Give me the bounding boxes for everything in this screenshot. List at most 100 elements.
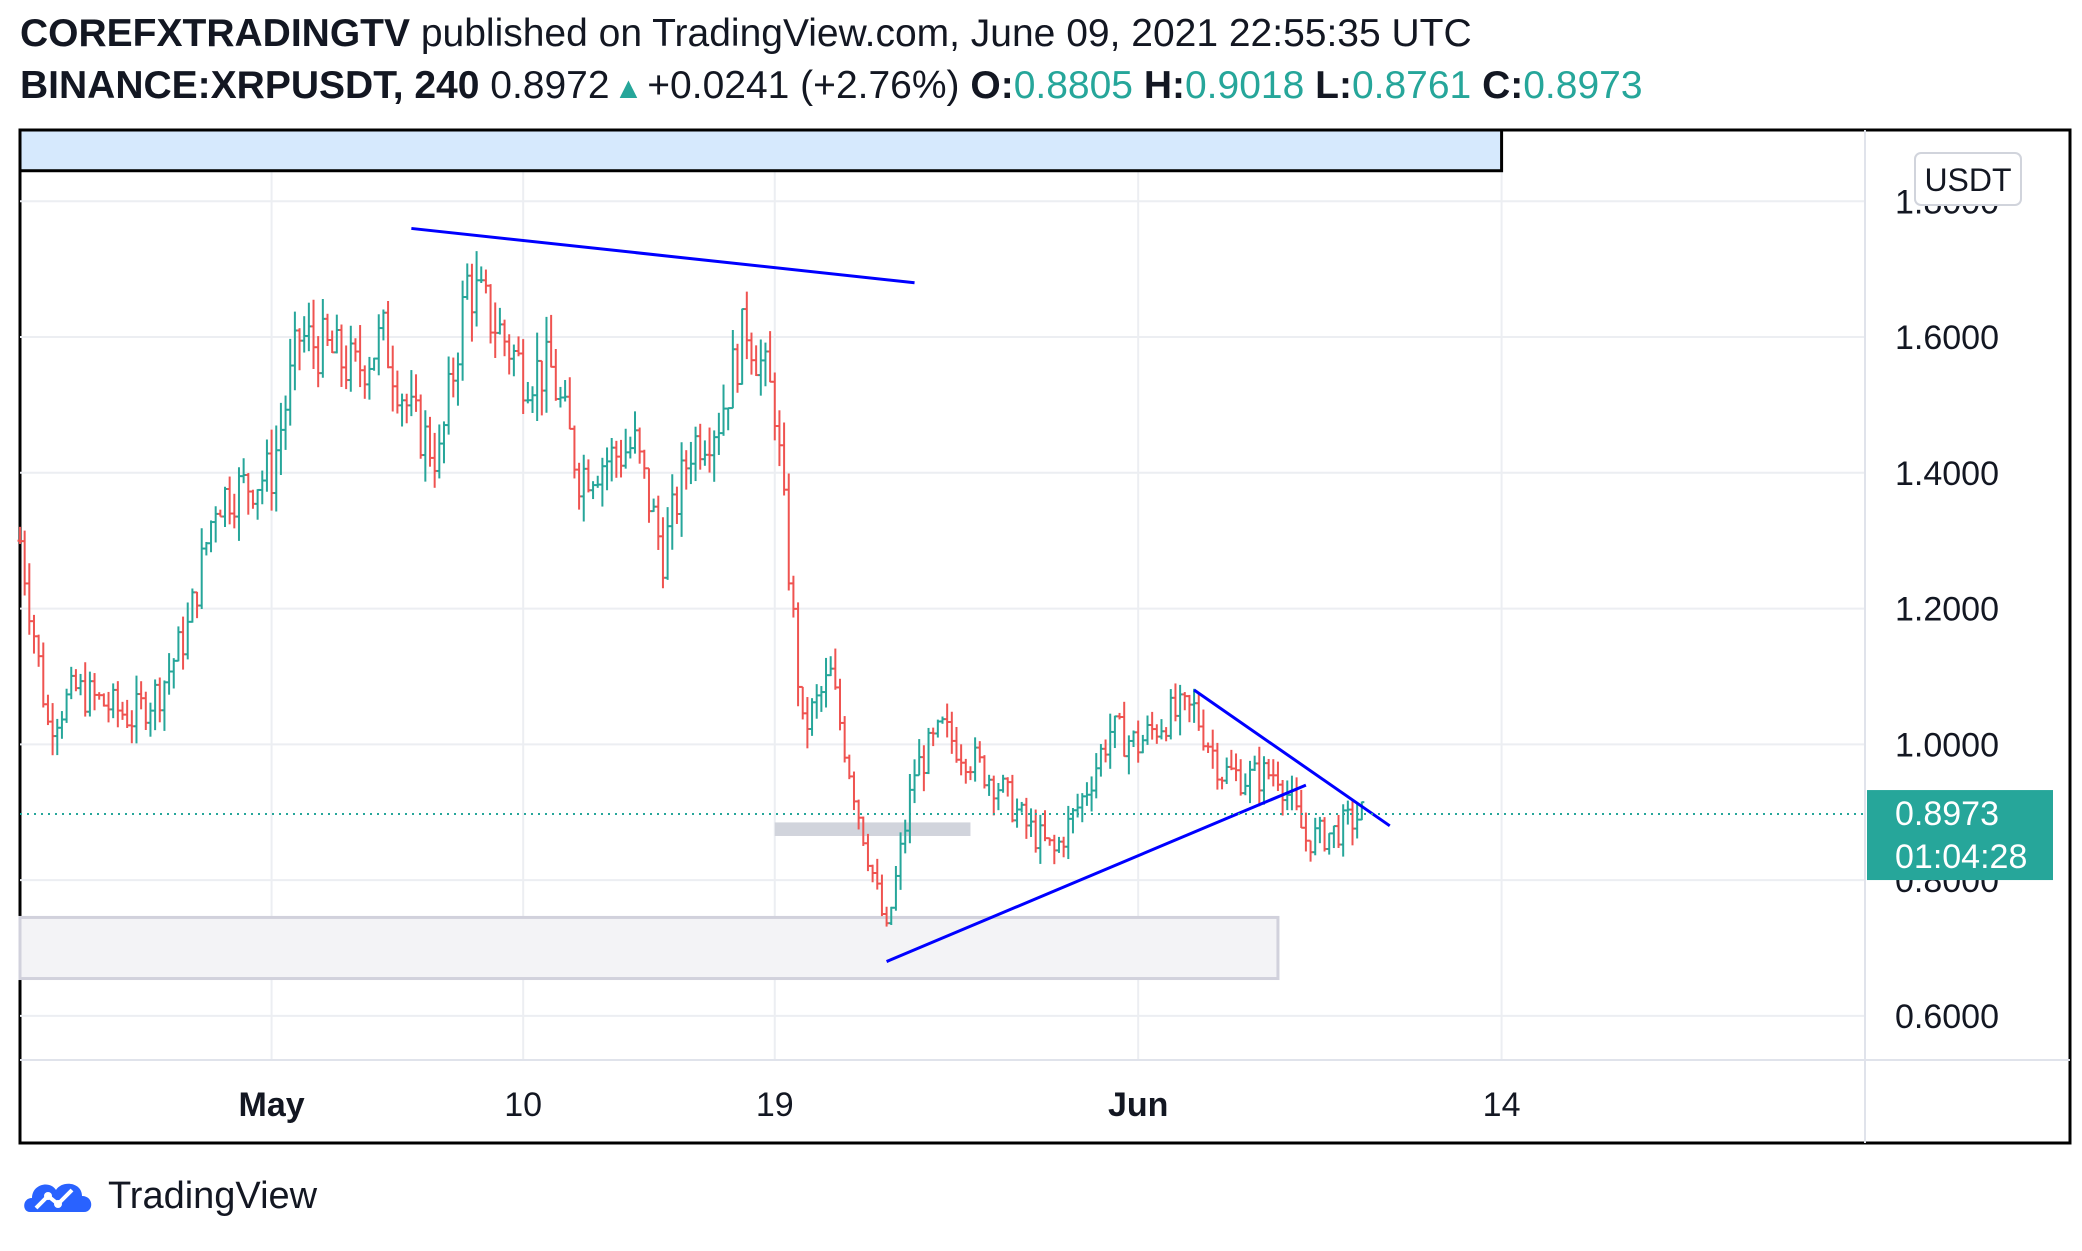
ohlc-bar <box>1131 730 1137 748</box>
ohlc-bar <box>1224 757 1230 785</box>
ohlc-bar <box>54 718 60 756</box>
ohlc-bar <box>1326 832 1332 855</box>
ohlc-bar <box>96 692 102 700</box>
ohlc-bar <box>1172 683 1178 722</box>
ohlc-bar <box>320 299 326 378</box>
ohlc-bar <box>571 425 577 479</box>
ohlc-bar <box>194 591 200 619</box>
ohlc-bar <box>213 506 219 543</box>
ohlc-bar <box>1051 834 1057 865</box>
zone-rectangle <box>18 128 1504 173</box>
ohlc-bar <box>469 263 475 342</box>
ohlc-bar <box>949 711 955 754</box>
ohlc-bar <box>940 716 945 724</box>
ohlc-bar <box>408 370 414 417</box>
ohlc-bar <box>1098 744 1104 777</box>
ohlc-bar <box>427 416 433 467</box>
ohlc-bar <box>64 688 70 723</box>
ohlc-bar <box>1056 836 1062 853</box>
ohlc-bar <box>269 429 275 511</box>
ohlc-bar <box>432 432 438 488</box>
ohlc-bar <box>767 331 773 383</box>
ohlc-bar <box>1280 779 1286 816</box>
ohlc-bar <box>646 467 652 523</box>
ohlc-bar <box>250 489 256 509</box>
ohlc-bar <box>483 269 489 294</box>
ohlc-bar <box>1205 742 1211 754</box>
currency-label: USDT <box>1924 162 2011 198</box>
ohlc-bar <box>292 311 298 391</box>
ohlc-bar <box>758 339 764 396</box>
ohlc-bar <box>124 699 130 728</box>
ohlc-bar <box>1200 709 1206 751</box>
ohlc-bar <box>199 528 205 610</box>
ohlc-bar <box>1135 720 1141 763</box>
price-change: +0.0241 (+2.76%) <box>647 64 960 107</box>
ohlc-bar <box>241 458 247 484</box>
ohlc-bar <box>618 439 624 478</box>
up-arrow-icon: ▲ <box>613 72 644 105</box>
ohlc-bar <box>348 325 354 392</box>
high-label: H: <box>1143 64 1185 107</box>
ohlc-bar <box>315 336 321 388</box>
open-label: O: <box>970 64 1014 107</box>
ohlc-bar <box>273 425 279 512</box>
ohlc-bar <box>147 702 153 737</box>
ohlc-bar <box>604 447 610 491</box>
ohlc-bar <box>297 328 303 371</box>
ohlc-bar <box>78 673 84 696</box>
ohlc-bar <box>837 678 843 731</box>
ohlc-bar <box>227 476 233 525</box>
ohlc-bar <box>907 773 913 844</box>
ohlc-bar <box>823 657 829 708</box>
published-text: published on TradingView.com, June 09, 2… <box>420 12 1472 55</box>
ohlc-bar <box>707 427 713 473</box>
ohlc-bar <box>45 694 51 726</box>
ohlc-bars <box>17 251 1365 927</box>
ohlc-bar <box>129 710 135 744</box>
ohlc-bar <box>376 314 382 376</box>
ohlc-bar <box>422 410 428 482</box>
ohlc-bar <box>488 284 494 344</box>
ohlc-bar <box>1354 803 1360 839</box>
ohlc-bar <box>884 906 890 927</box>
ohlc-bar <box>748 332 754 375</box>
publisher-name: COREFXTRADINGTV <box>20 12 410 55</box>
ohlc-bar <box>525 381 531 404</box>
currency-badge: USDT <box>1914 152 2022 206</box>
ohlc-bar <box>161 680 167 731</box>
ohlc-bar <box>585 459 591 493</box>
ohlc-bar <box>935 719 941 738</box>
low-label: L: <box>1315 64 1352 107</box>
ohlc-bar <box>581 454 587 522</box>
ohlc-bar <box>1186 694 1192 723</box>
ohlc-bar <box>613 440 619 478</box>
ohlc-bar <box>599 457 605 507</box>
currency-badge-box <box>1914 152 2022 206</box>
ohlc-bar <box>259 470 265 505</box>
x-tick-label: 19 <box>756 1086 794 1124</box>
ohlc-bar <box>329 330 335 354</box>
ohlc-bar <box>203 541 209 556</box>
ohlc-bar <box>1154 724 1160 744</box>
ohlc-bar <box>981 755 987 789</box>
ohlc-bar <box>325 313 330 347</box>
ohlc-bar <box>846 754 852 780</box>
ohlc-bar <box>1228 749 1234 771</box>
tradingview-brand: TradingView <box>20 1172 317 1220</box>
ohlc-bar <box>464 263 470 300</box>
ohlc-bar <box>1331 825 1337 849</box>
ohlc-bar <box>669 474 675 550</box>
ohlc-bar <box>17 526 23 545</box>
high-value: 0.9018 <box>1184 64 1305 107</box>
x-tick-label: Jun <box>1108 1086 1168 1124</box>
ohlc-bar <box>208 520 214 553</box>
ohlc-bar <box>92 673 98 711</box>
ohlc-bar <box>334 314 340 354</box>
ohlc-bar <box>916 739 922 777</box>
ohlc-bar <box>534 332 540 422</box>
ohlc-bar <box>115 681 121 728</box>
ohlc-bar <box>82 662 88 717</box>
ohlc-bar <box>888 906 894 926</box>
